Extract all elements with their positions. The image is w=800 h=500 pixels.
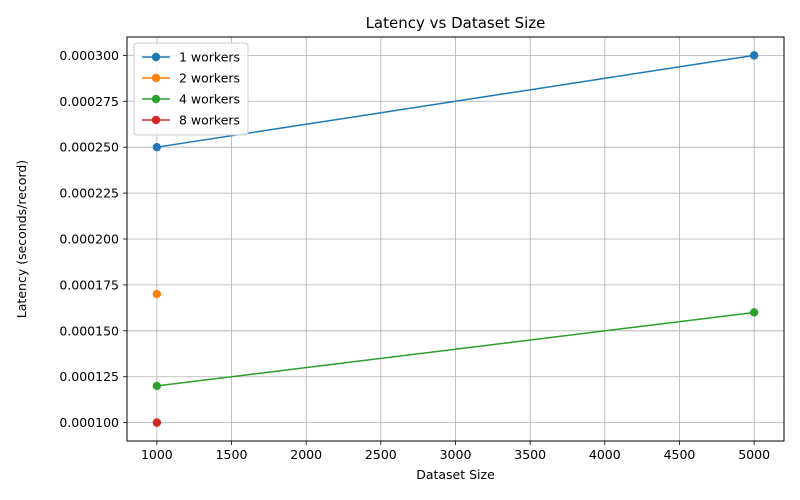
legend-label: 8 workers (179, 113, 240, 128)
series-line (156, 311, 755, 387)
data-point (152, 289, 162, 299)
x-tick-label: 3000 (440, 447, 472, 462)
series-layer (152, 51, 759, 427)
chart-title: Latency vs Dataset Size (366, 14, 546, 32)
legend-box (133, 42, 249, 136)
legend-label: 2 workers (179, 71, 240, 86)
data-point (749, 308, 759, 317)
y-tick-label: 0.000275 (59, 94, 119, 109)
y-tick-label: 0.000150 (59, 323, 119, 338)
data-point (152, 381, 162, 391)
y-tick-label: 0.000100 (59, 415, 119, 430)
legend-item: 8 workers (142, 113, 240, 128)
y-tick-label: 0.000300 (59, 48, 119, 63)
legend-item: 1 workers (142, 50, 240, 65)
legend: 1 workers 2 workers 4 workers 8 workers (133, 42, 249, 136)
x-axis-title: Dataset Size (416, 467, 495, 482)
legend-label: 4 workers (179, 92, 240, 107)
series-line (156, 54, 755, 148)
y-tick-label: 0.000200 (59, 232, 119, 247)
legend-marker (151, 73, 161, 83)
series (152, 51, 759, 152)
y-tick-label: 0.000225 (59, 186, 119, 201)
series (152, 308, 759, 391)
x-tick-label: 2500 (365, 447, 397, 462)
x-tick-label: 4500 (664, 447, 696, 462)
x-tick-label: 1500 (216, 447, 248, 462)
series (152, 418, 162, 427)
data-point (152, 142, 162, 152)
legend-item: 4 workers (142, 92, 240, 107)
y-axis-title: Latency (seconds/record) (14, 160, 29, 318)
y-tick-label: 0.000250 (59, 140, 119, 155)
x-tick-label: 2000 (290, 447, 322, 462)
legend-marker (151, 115, 161, 125)
x-tick-label: 4000 (589, 447, 621, 462)
x-tick-label: 1000 (141, 447, 173, 462)
y-tick-label: 0.000125 (59, 369, 119, 384)
series (152, 289, 162, 299)
legend-marker (151, 94, 161, 104)
data-point (152, 418, 162, 427)
x-tick-label: 3500 (514, 447, 546, 462)
legend-label: 1 workers (179, 50, 240, 65)
data-point (749, 51, 759, 60)
x-tick-label: 5000 (738, 447, 770, 462)
y-tick-label: 0.000175 (59, 277, 119, 292)
legend-marker (151, 52, 161, 62)
legend-item: 2 workers (142, 71, 240, 86)
ticks: 1000 1500 2000 2500 3000 3500 4000 4500 5000 0.00… (59, 48, 770, 462)
